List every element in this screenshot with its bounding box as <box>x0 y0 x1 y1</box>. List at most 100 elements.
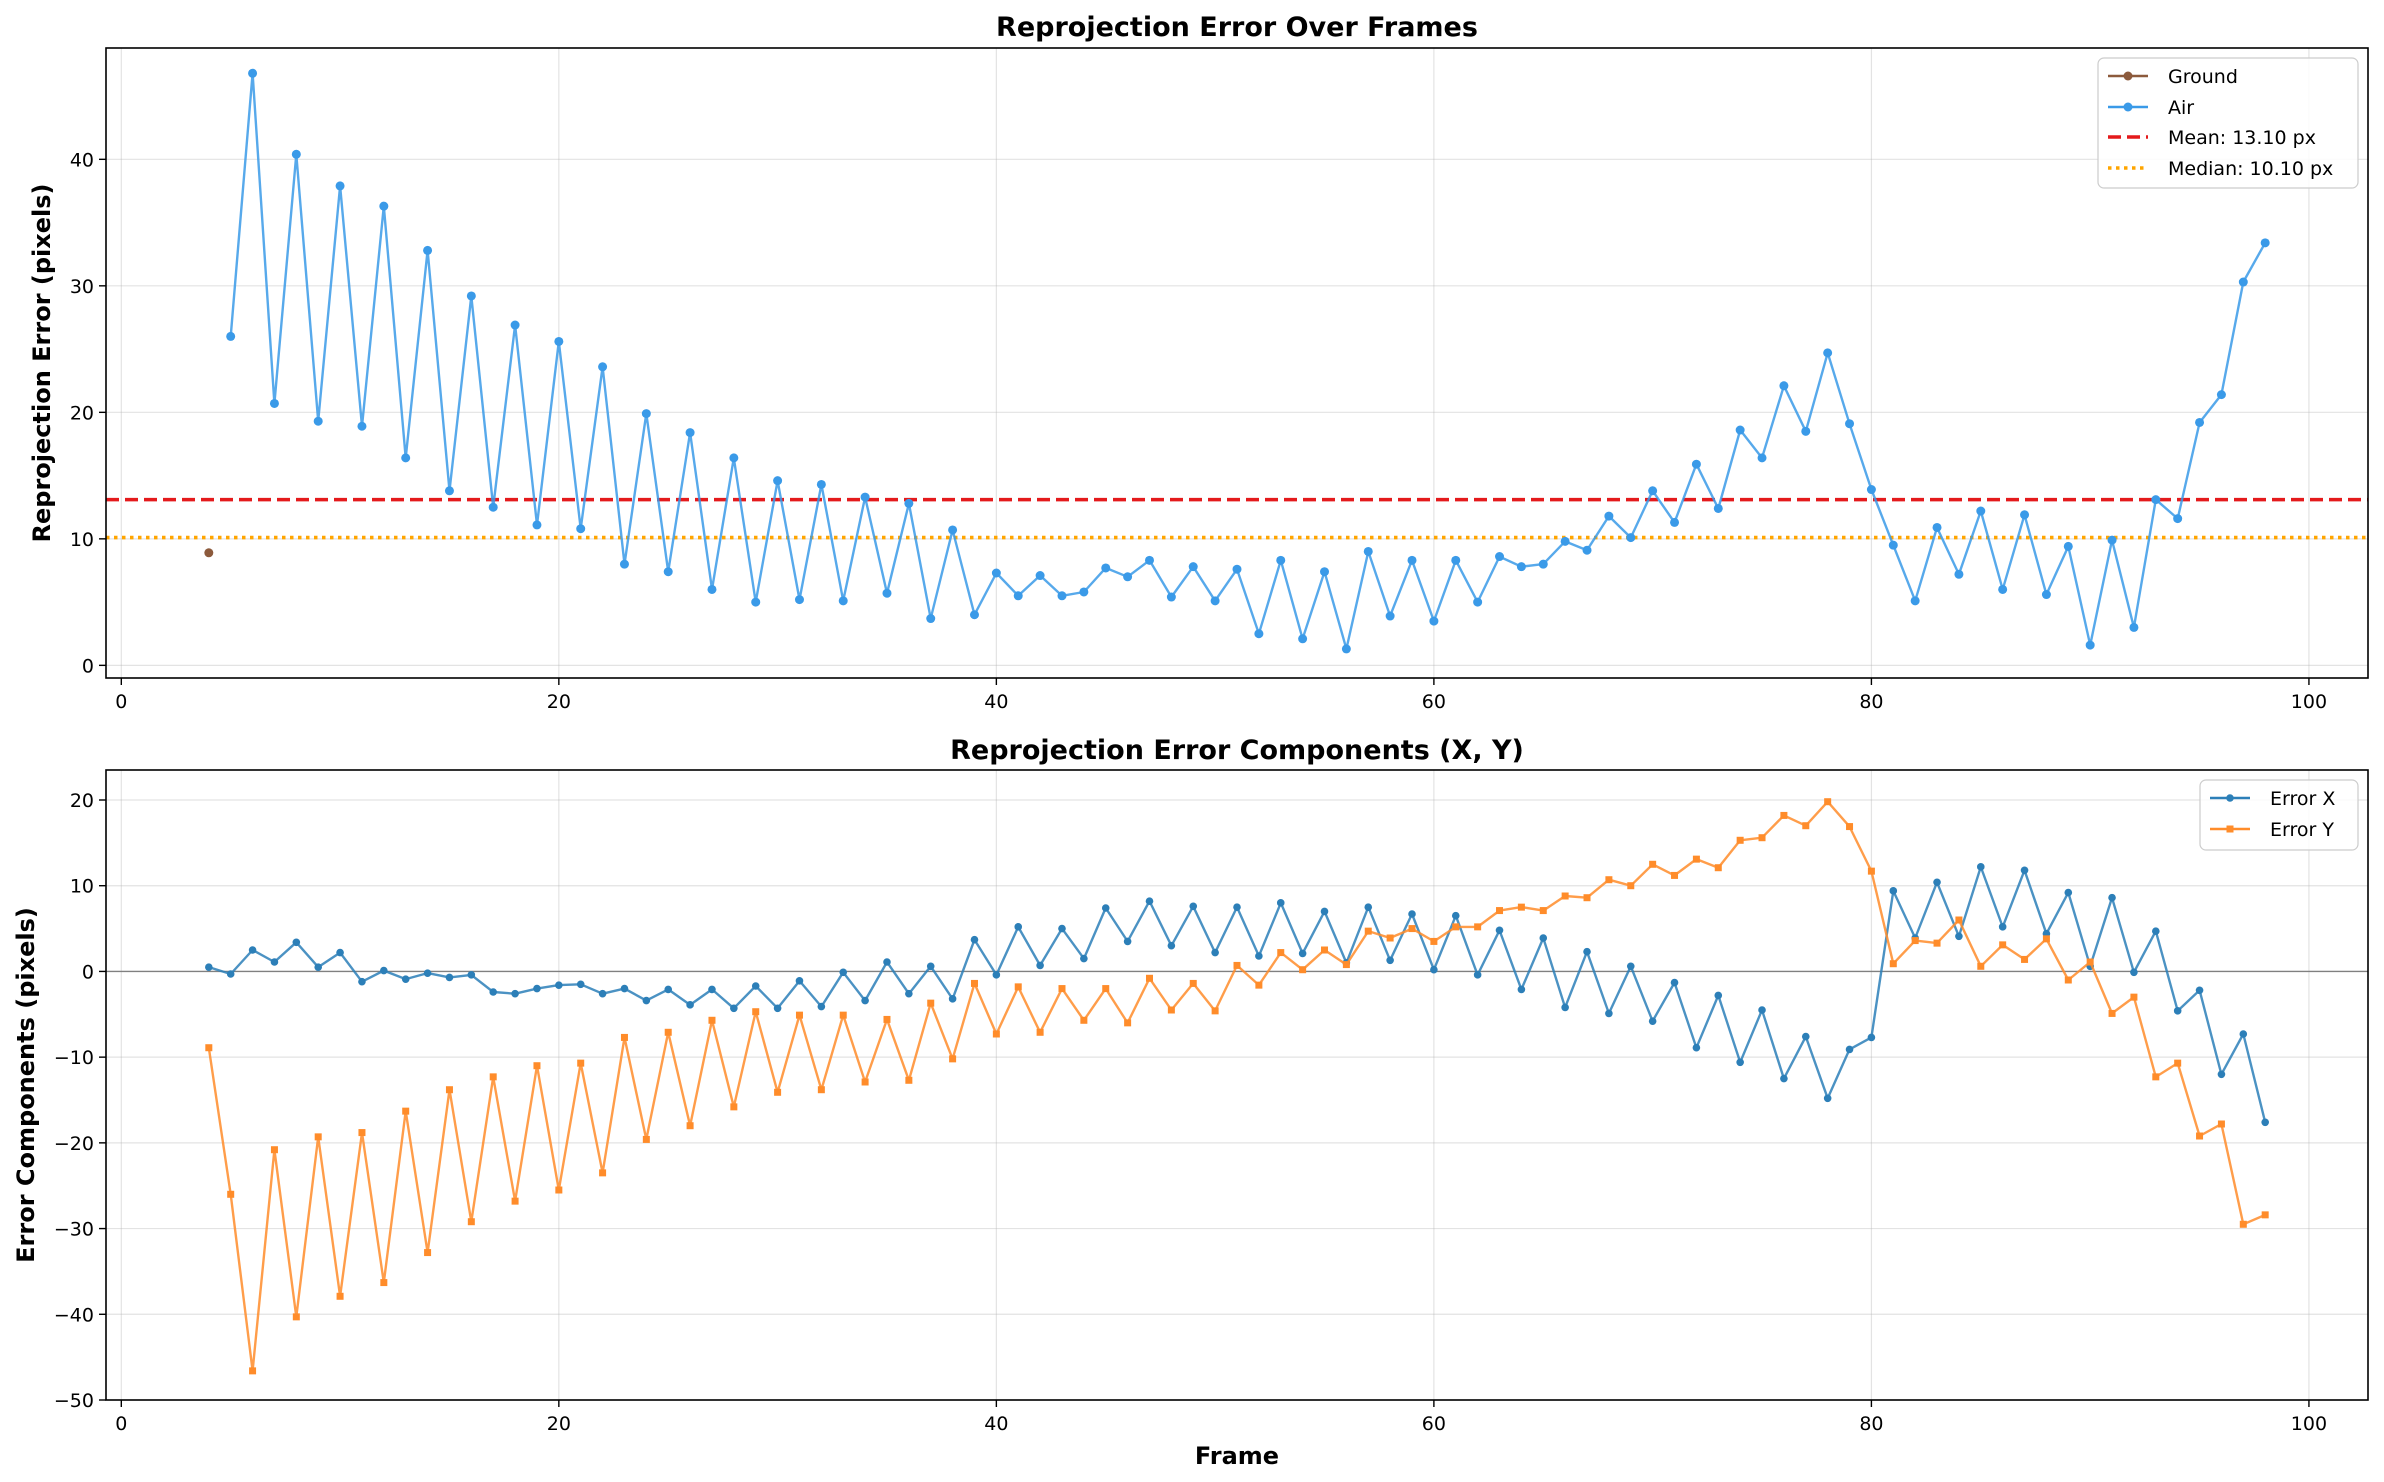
legend-marker-error-y <box>2226 825 2234 833</box>
point-error-y <box>314 1133 322 1141</box>
point-error-y <box>2064 976 2072 984</box>
point-error-x <box>1648 1017 1657 1025</box>
y-tick-label: 0 <box>82 961 94 983</box>
point-air <box>1648 486 1658 496</box>
point-error-y <box>1386 934 1394 942</box>
point-air <box>1582 545 1592 555</box>
point-error-x <box>2064 888 2073 897</box>
point-error-y <box>1714 864 1722 872</box>
x-tick-label: 80 <box>1859 691 1883 713</box>
legend-entry-mean: Mean: 13.10 px <box>2108 127 2316 149</box>
point-error-y <box>1189 979 1197 987</box>
point-air <box>466 291 476 301</box>
chart-title: Reprojection Error Over Frames <box>996 12 1478 43</box>
point-error-y <box>1977 962 1985 970</box>
point-air <box>269 398 279 408</box>
legend-label-air: Air <box>2168 97 2194 119</box>
point-air <box>2129 622 2139 632</box>
point-error-y <box>1517 903 1525 911</box>
point-error-x <box>795 977 804 985</box>
point-air <box>1363 546 1373 556</box>
point-air <box>1779 381 1789 391</box>
point-error-y <box>1364 927 1372 935</box>
point-error-x <box>686 1001 694 1009</box>
point-air <box>1516 562 1526 572</box>
x-tick-label: 60 <box>1422 691 1446 713</box>
point-error-y <box>774 1088 782 1096</box>
point-error-x <box>1386 956 1394 965</box>
point-error-y <box>1955 916 1963 924</box>
point-air <box>1385 611 1395 621</box>
grid <box>106 770 2368 1401</box>
plot-frame <box>105 47 2369 679</box>
point-error-x <box>1714 991 1723 1000</box>
point-error-x <box>1605 1009 1613 1018</box>
point-air <box>2260 238 2270 248</box>
grid <box>106 48 2368 678</box>
point-error-x <box>1867 1033 1876 1042</box>
point-error-x <box>1211 948 1219 957</box>
point-air <box>860 492 870 502</box>
legend-entry-ground: Ground <box>2108 66 2238 88</box>
point-error-y <box>467 1218 475 1226</box>
point-error-y <box>1036 1028 1044 1036</box>
point-error-y <box>1736 836 1744 844</box>
point-error-x <box>380 966 388 975</box>
point-air <box>2085 640 2095 650</box>
point-error-y <box>686 1122 694 1130</box>
point-error-y <box>927 999 935 1007</box>
point-error-x <box>861 996 869 1005</box>
point-air <box>1232 564 1242 574</box>
legend-marker-error-x <box>2226 794 2234 802</box>
point-error-y <box>2217 1120 2225 1128</box>
series-line-error-y <box>207 800 2266 1373</box>
point-air <box>663 567 673 577</box>
y-tick-label: 10 <box>70 529 94 551</box>
point-error-x <box>1101 904 1110 912</box>
point-error-y <box>555 1186 563 1194</box>
point-error-y <box>1342 961 1350 969</box>
point-error-x <box>1736 1058 1744 1067</box>
point-error-x <box>576 980 585 989</box>
point-air <box>641 409 651 419</box>
point-air <box>1451 555 1461 565</box>
y-tick-label: −50 <box>54 1390 94 1412</box>
point-air <box>1035 571 1045 581</box>
point-error-y <box>599 1169 607 1177</box>
point-error-y <box>1561 892 1569 900</box>
x-tick-label: 0 <box>115 1413 127 1435</box>
point-air <box>2173 514 2183 524</box>
point-error-y <box>1780 811 1788 819</box>
panel-reprojection-error: Reprojection Error Over Frames 0 20 40 60 80… <box>28 12 2369 713</box>
point-error-y <box>1671 871 1679 879</box>
point-error-x <box>1430 965 1438 974</box>
point-error-x <box>423 969 432 977</box>
point-error-y <box>708 1016 716 1024</box>
legend-entry-error-x: Error X <box>2210 788 2335 810</box>
point-error-y <box>1474 923 1482 931</box>
point-error-y <box>1867 867 1875 875</box>
point-error-x <box>314 963 322 971</box>
x-tick-label: 60 <box>1422 1413 1446 1435</box>
point-error-x <box>1320 907 1329 916</box>
point-air <box>598 362 608 372</box>
x-tick-label: 40 <box>984 691 1008 713</box>
point-air <box>1713 503 1723 513</box>
point-error-x <box>1626 962 1635 971</box>
x-axis-label: Frame <box>1195 1442 1279 1470</box>
legend-marker-ground <box>2123 71 2133 81</box>
point-air <box>2151 495 2161 505</box>
point-air <box>1341 644 1351 654</box>
point-air <box>1998 584 2008 594</box>
point-air <box>1888 540 1898 550</box>
point-error-x <box>2020 866 2029 875</box>
point-error-y <box>533 1062 541 1070</box>
point-error-y <box>992 1030 1000 1038</box>
point-error-x <box>1976 863 1985 871</box>
point-error-x <box>1408 910 1416 918</box>
point-error-x <box>905 989 913 998</box>
point-air <box>335 181 345 191</box>
point-error-x <box>1670 978 1679 987</box>
point-error-y <box>380 1279 388 1287</box>
point-error-y <box>664 1028 672 1036</box>
